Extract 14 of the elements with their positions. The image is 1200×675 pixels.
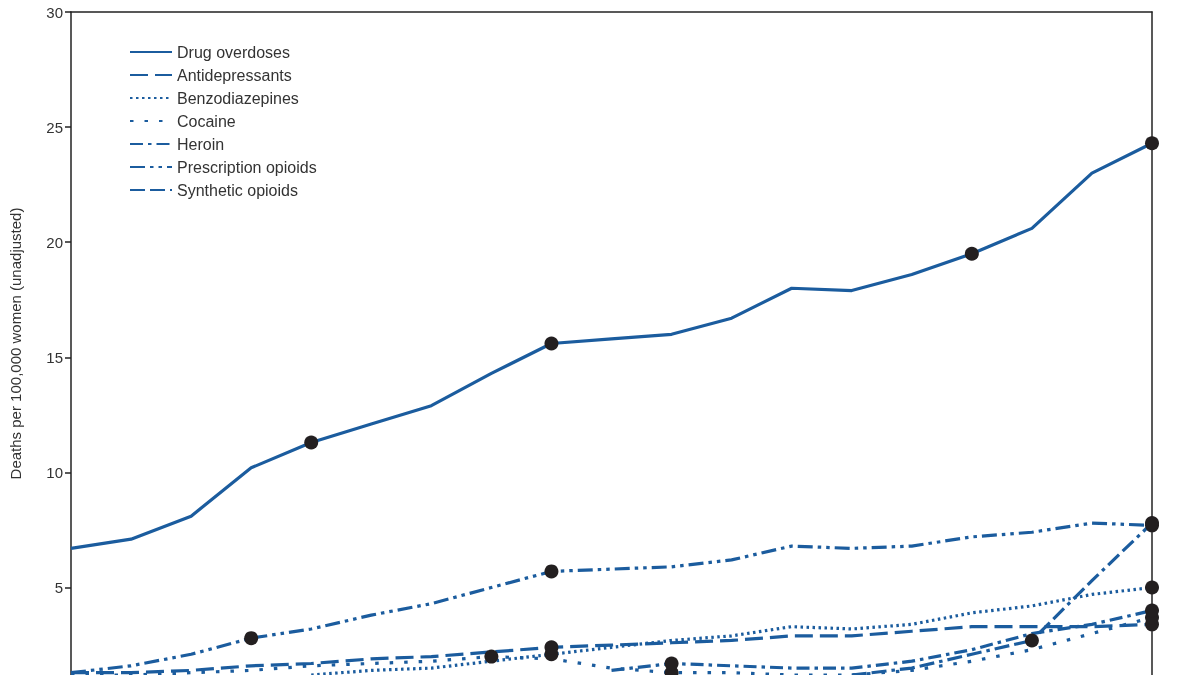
- legend-label: Prescription opioids: [177, 158, 317, 176]
- y-tick-label: 15: [46, 348, 63, 366]
- y-tick-label: 25: [46, 118, 63, 136]
- legend-label: Heroin: [177, 135, 225, 153]
- y-tick-label: 30: [46, 3, 63, 21]
- legend-label: Benzodiazepines: [177, 89, 299, 107]
- y-tick-label: 5: [54, 579, 63, 597]
- y-axis-title: Deaths per 100,000 women (unadjusted): [7, 207, 24, 480]
- legend-label: Drug overdoses: [177, 43, 290, 61]
- y-tick-label: 20: [46, 233, 63, 251]
- y-tick-label: 10: [46, 463, 63, 481]
- legend-label: Cocaine: [177, 112, 236, 130]
- legend-label: Synthetic opioids: [177, 181, 298, 199]
- legend-label: Antidepressants: [177, 66, 292, 84]
